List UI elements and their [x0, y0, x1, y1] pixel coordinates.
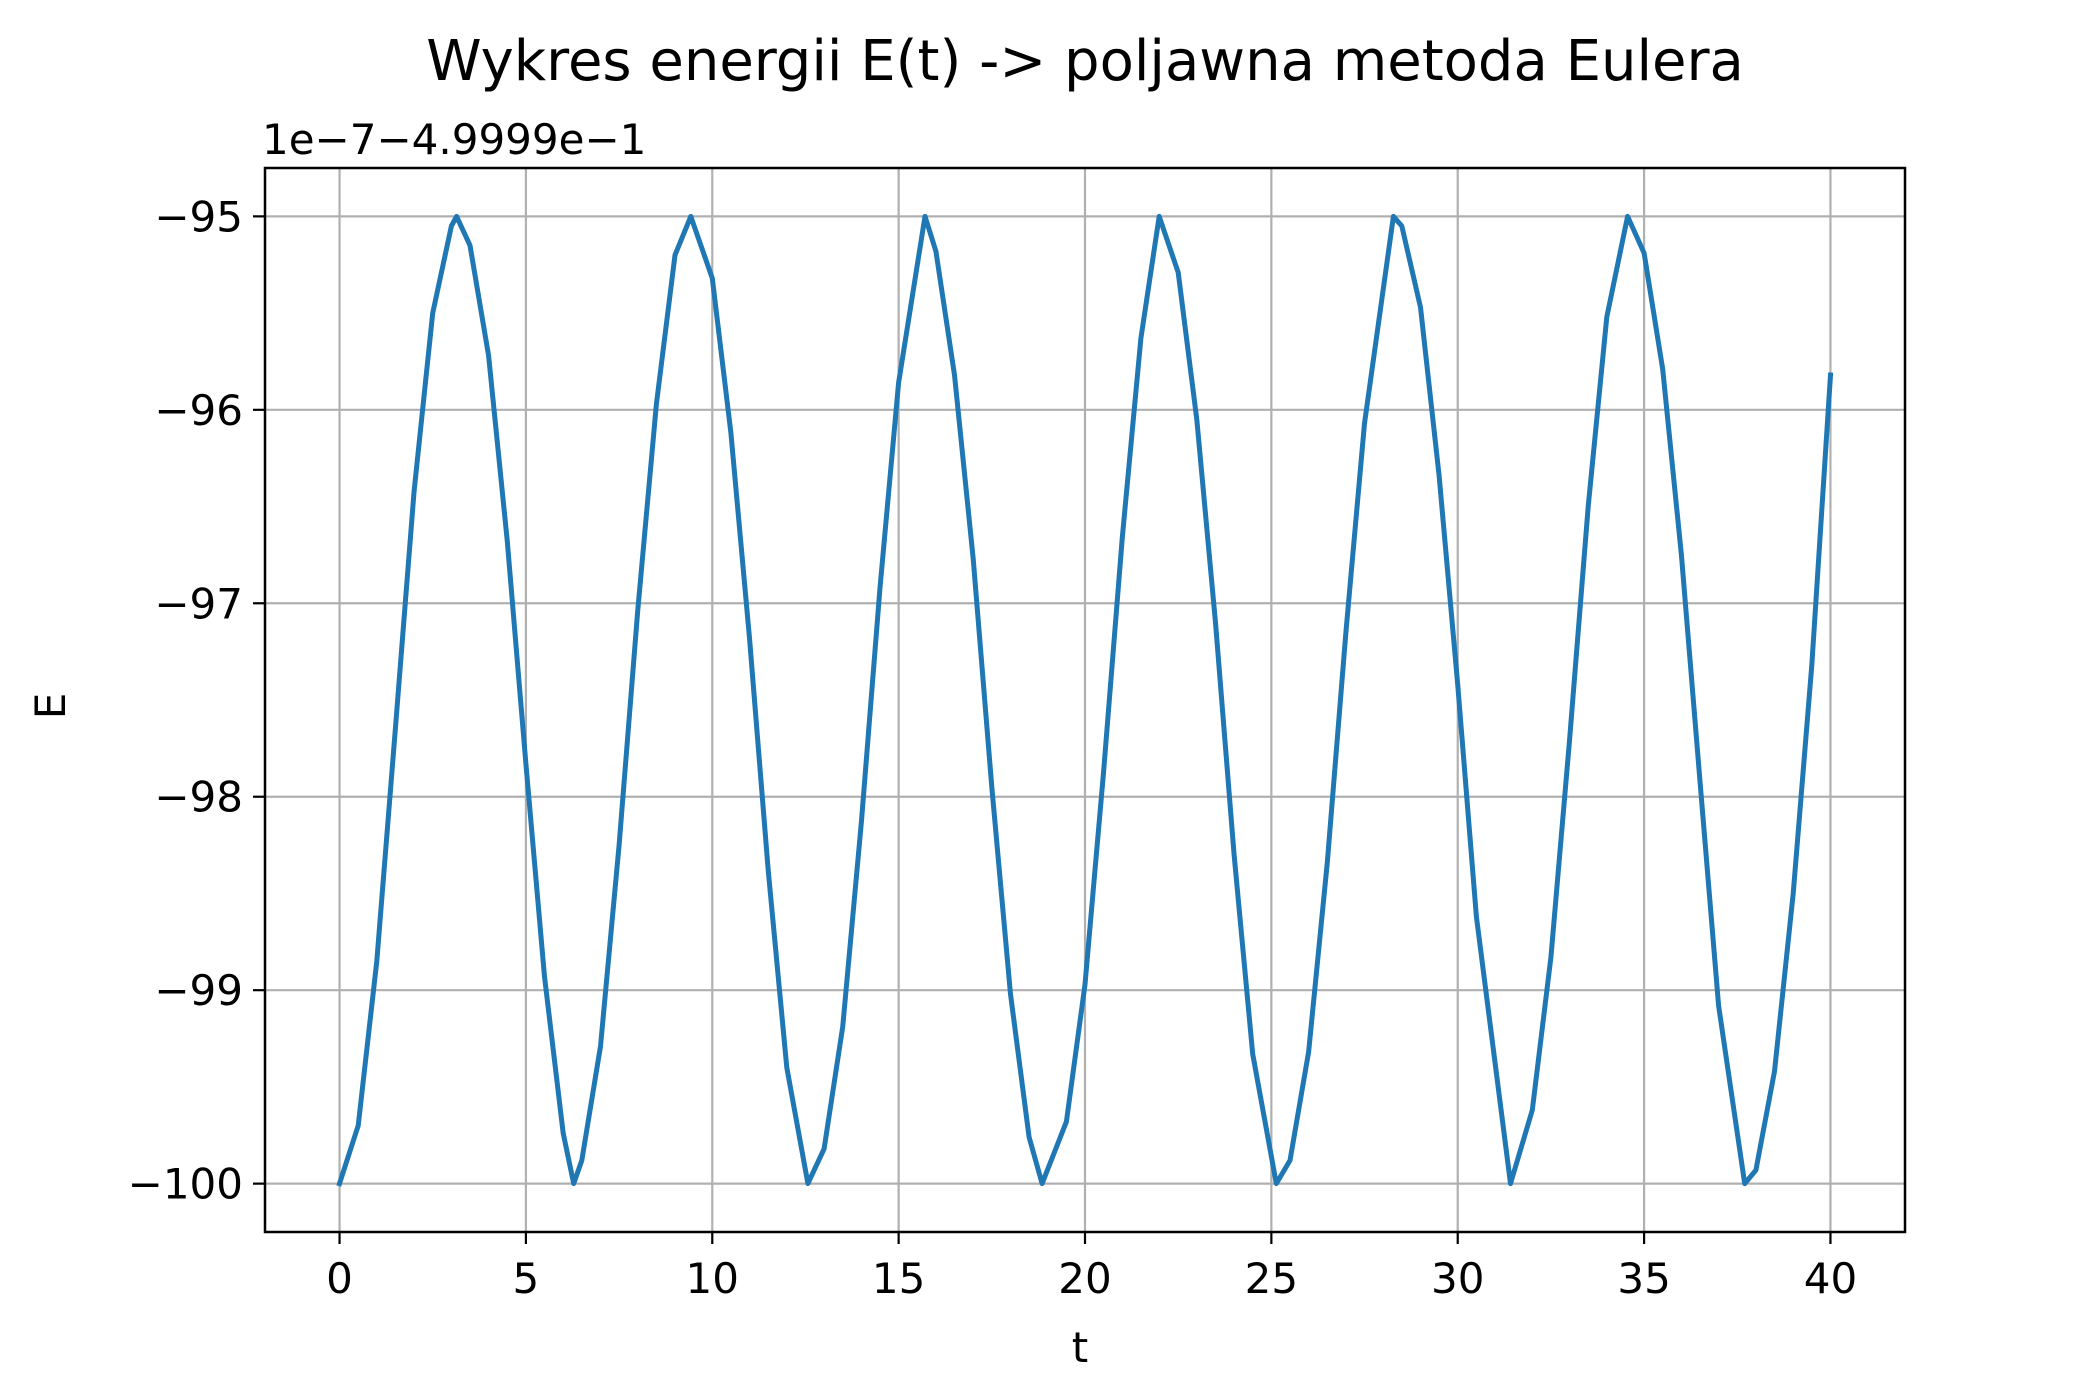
y-tick-label: −95 — [154, 192, 243, 241]
chart-title: Wykres energii E(t) -> poljawna metoda E… — [426, 29, 1744, 94]
y-tick-label: −96 — [154, 386, 243, 435]
x-tick-label: 15 — [872, 1254, 925, 1303]
series-layer — [336, 213, 1834, 1187]
x-tick-label: 10 — [686, 1254, 739, 1303]
y-tick-label: −97 — [154, 579, 243, 628]
x-tick-label: 25 — [1245, 1254, 1298, 1303]
ticks: 0 5 10 15 20 25 30 35 40 −95 −96 −97 −98 −99 −100 — [128, 192, 1858, 1303]
x-tick-label: 0 — [326, 1254, 353, 1303]
y-tick-label: −98 — [154, 773, 243, 822]
y-tick-label: −99 — [154, 966, 243, 1015]
x-tick-label: 5 — [513, 1254, 540, 1303]
plot-area-frame — [263, 166, 1907, 1234]
x-tick-label: 30 — [1431, 1254, 1484, 1303]
y-axis-label: E — [26, 693, 75, 720]
y-tick-label: −100 — [128, 1160, 243, 1209]
x-tick-label: 35 — [1617, 1254, 1670, 1303]
x-axis-label: t — [1072, 1323, 1088, 1372]
y-axis-offset-label: 1e−7−4.9999e−1 — [262, 115, 646, 164]
series-line-0 — [336, 213, 1834, 1187]
x-tick-label: 20 — [1058, 1254, 1111, 1303]
x-tick-label: 40 — [1804, 1254, 1857, 1303]
